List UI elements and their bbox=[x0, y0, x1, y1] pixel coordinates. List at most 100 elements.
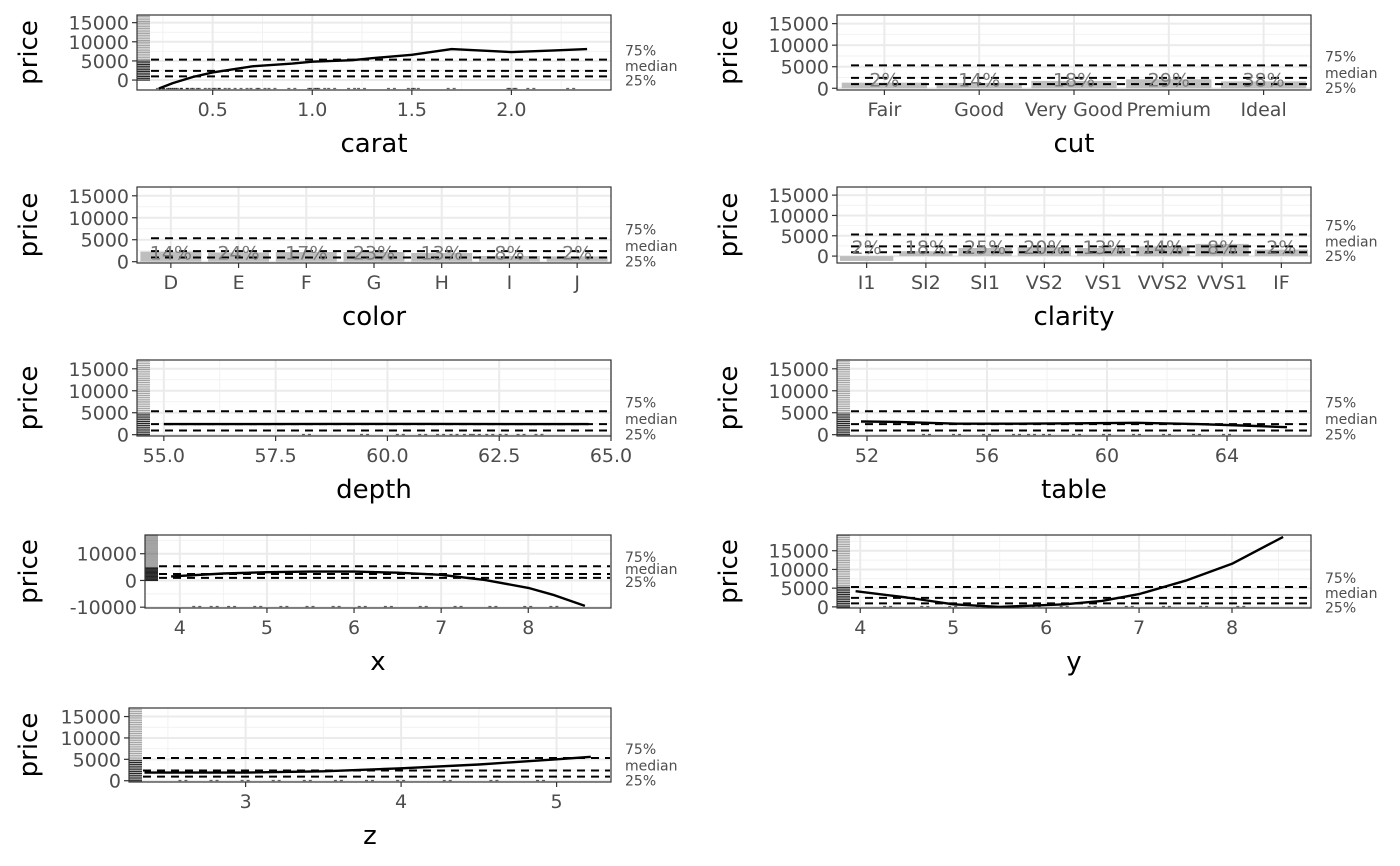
bar-h bbox=[411, 252, 473, 262]
x-tick-label: SI2 bbox=[911, 272, 941, 294]
reference-label: median bbox=[625, 412, 677, 428]
reference-label: median bbox=[625, 562, 677, 578]
percent-label: 8% bbox=[1207, 237, 1237, 259]
bar-si2 bbox=[899, 251, 953, 257]
x-tick-label: J bbox=[573, 272, 580, 294]
x-tick-label: G bbox=[367, 272, 382, 294]
x-tick-label: 3 bbox=[240, 791, 252, 813]
reference-label: 75% bbox=[1325, 218, 1356, 234]
percent-label: 23% bbox=[353, 243, 395, 265]
y-tick-label: 10000 bbox=[69, 208, 129, 230]
y-tick-label: 15000 bbox=[769, 185, 829, 207]
y-tick-label: 15000 bbox=[69, 359, 129, 381]
percent-label: 2% bbox=[562, 243, 592, 265]
percent-label: 38% bbox=[1242, 69, 1284, 91]
percent-label: 14% bbox=[1142, 237, 1184, 259]
reference-label: 25% bbox=[625, 255, 656, 271]
reference-label: 25% bbox=[1325, 81, 1356, 97]
percent-label: 29% bbox=[1148, 69, 1190, 91]
y-axis-title: price bbox=[714, 20, 744, 85]
reference-label: median bbox=[625, 758, 677, 774]
percent-label: 25% bbox=[964, 237, 1006, 259]
y-tick-label: 0 bbox=[117, 70, 129, 92]
percent-label: 8% bbox=[494, 243, 524, 265]
y-tick-label: 0 bbox=[109, 771, 121, 793]
percent-label: 18% bbox=[1053, 69, 1095, 91]
y-tick-label: 5000 bbox=[81, 51, 129, 73]
reference-label: 25% bbox=[625, 428, 656, 444]
x-tick-label: 0.5 bbox=[198, 99, 228, 121]
reference-label: 25% bbox=[1325, 249, 1356, 265]
x-tick-label: Good bbox=[954, 99, 1004, 121]
rug-marks bbox=[145, 534, 560, 608]
y-tick-label: 5000 bbox=[81, 403, 129, 425]
x-tick-label: 60.0 bbox=[366, 445, 408, 467]
x-tick-label: 4 bbox=[854, 617, 866, 639]
reference-label: median bbox=[1325, 234, 1377, 250]
trend-line bbox=[855, 535, 1284, 609]
reference-label: 75% bbox=[625, 550, 656, 566]
x-tick-label: 8 bbox=[522, 617, 534, 639]
x-axis-title: color bbox=[342, 302, 406, 332]
bar-g bbox=[343, 252, 405, 262]
panel-border bbox=[836, 359, 1312, 437]
x-tick-label: Ideal bbox=[1240, 99, 1286, 121]
panel-border bbox=[136, 359, 612, 437]
x-tick-label: I1 bbox=[858, 272, 876, 294]
y-tick-label: 0 bbox=[817, 425, 829, 447]
y-tick-label: 10000 bbox=[769, 205, 829, 227]
y-tick-label: 0 bbox=[117, 252, 129, 274]
y-tick-label: 15000 bbox=[769, 359, 829, 381]
x-tick-label: VVS2 bbox=[1138, 272, 1188, 294]
y-tick-label: 5000 bbox=[781, 226, 829, 248]
x-tick-label: D bbox=[164, 272, 179, 294]
y-tick-label: 0 bbox=[817, 246, 829, 268]
x-tick-label: 5 bbox=[261, 617, 273, 639]
bar-fair bbox=[841, 82, 928, 89]
rug-marks bbox=[837, 535, 1247, 608]
bar-i bbox=[478, 255, 540, 262]
percent-label: 20% bbox=[1023, 237, 1065, 259]
x-tick-label: 6 bbox=[1040, 617, 1052, 639]
y-tick-label: 10000 bbox=[69, 32, 129, 54]
percent-label: 14% bbox=[958, 69, 1000, 91]
x-axis-title: y bbox=[1066, 647, 1081, 677]
rug-marks bbox=[837, 359, 1232, 436]
y-tick-label: 10000 bbox=[769, 559, 829, 581]
reference-label: 75% bbox=[625, 395, 656, 411]
percent-label: 13% bbox=[1083, 237, 1125, 259]
x-tick-label: IF bbox=[1273, 272, 1290, 294]
x-tick-label: Premium bbox=[1127, 99, 1212, 121]
bar-very-good bbox=[1031, 80, 1117, 89]
x-tick-label: 7 bbox=[435, 617, 447, 639]
x-tick-label: 5 bbox=[551, 791, 563, 813]
x-axis-title: clarity bbox=[1034, 302, 1115, 332]
x-axis-title: cut bbox=[1054, 129, 1095, 159]
y-tick-label: 15000 bbox=[61, 707, 121, 729]
x-axis-title: carat bbox=[340, 129, 407, 159]
reference-label: 25% bbox=[1325, 428, 1356, 444]
x-axis-title: z bbox=[363, 821, 377, 851]
bar-vs2 bbox=[1017, 247, 1072, 257]
y-axis-title: price bbox=[714, 539, 744, 604]
y-tick-label: 10000 bbox=[77, 544, 137, 566]
x-tick-label: F bbox=[301, 272, 312, 294]
y-axis-title: price bbox=[14, 713, 44, 778]
bar-si1 bbox=[958, 247, 1012, 257]
x-tick-label: E bbox=[233, 272, 245, 294]
trend-line bbox=[158, 47, 588, 90]
x-tick-label: 55.0 bbox=[143, 445, 185, 467]
reference-label: 75% bbox=[625, 742, 656, 758]
x-tick-label: 4 bbox=[174, 617, 186, 639]
reference-label: median bbox=[1325, 66, 1377, 82]
x-tick-label: SI1 bbox=[970, 272, 1000, 294]
x-tick-label: VS2 bbox=[1026, 272, 1063, 294]
y-tick-label: 10000 bbox=[769, 381, 829, 403]
x-tick-label: VS1 bbox=[1085, 272, 1122, 294]
